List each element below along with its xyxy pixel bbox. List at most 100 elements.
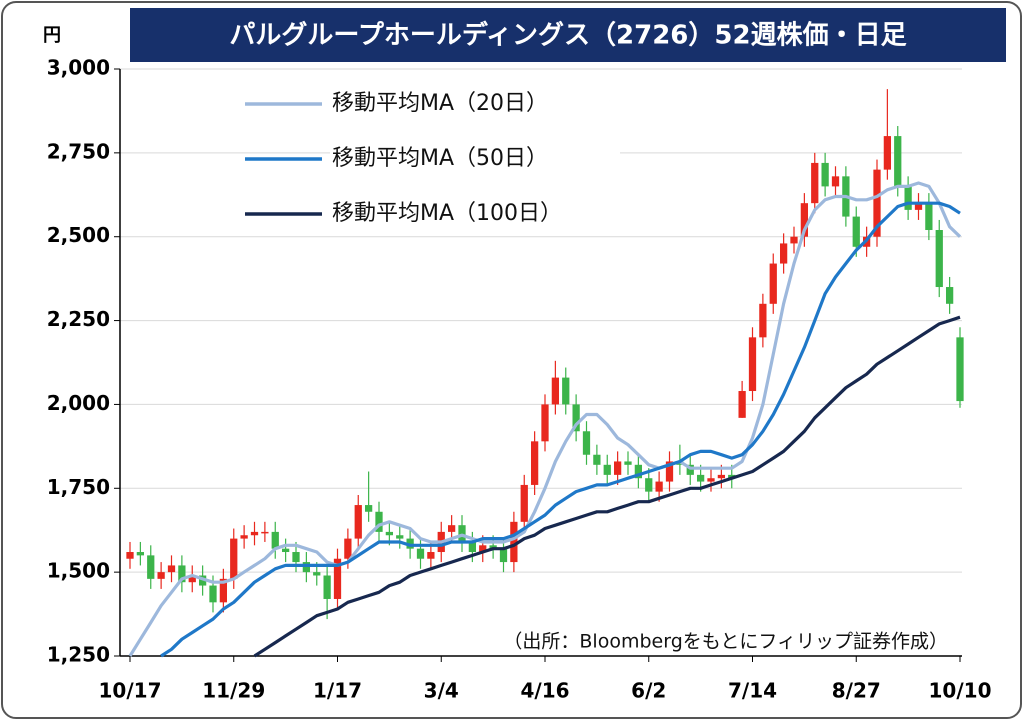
candle-body (883, 136, 892, 170)
candle-body (219, 578, 228, 603)
candle-body (603, 464, 611, 475)
candle-body (562, 377, 570, 405)
candle-body (520, 484, 528, 522)
candle-body (572, 404, 580, 432)
x-tick-label: 7/14 (728, 679, 777, 703)
candle-body (385, 531, 394, 536)
y-tick-label: 2,250 (47, 307, 110, 331)
legend-bg (330, 198, 620, 230)
annotation: （出所：Bloombergをもとにフィリップ証券作成） (503, 631, 948, 653)
candle-body (333, 558, 342, 599)
candle-body (748, 337, 757, 392)
x-tick-label: 1/17 (313, 679, 362, 703)
ma-line (253, 315, 961, 658)
candle-body (945, 287, 954, 304)
x-tick-label: 3/4 (424, 679, 459, 703)
candle-body (759, 303, 767, 338)
candle-body (489, 545, 497, 549)
candle-body (396, 535, 404, 539)
candle-body (634, 464, 643, 479)
x-tick-label: 4/16 (520, 679, 569, 703)
candle-body (281, 548, 290, 553)
candle-body (458, 525, 466, 542)
candle-body (292, 552, 300, 563)
candle-body (655, 481, 663, 492)
candle-body (240, 535, 248, 539)
candle-body (510, 521, 518, 563)
candle-body (427, 552, 435, 559)
candle-body (779, 243, 788, 264)
candle-body (499, 548, 508, 563)
candle-body (375, 511, 383, 532)
y-unit: 円 (43, 25, 61, 46)
candle-body (530, 441, 539, 485)
candle-body (904, 186, 912, 210)
chart-title: パルグループホールディングス（2726）52週株価・日足 (229, 20, 906, 51)
candle-body (479, 545, 487, 553)
candle-body (914, 203, 923, 210)
y-tick-label: 1,750 (47, 475, 110, 499)
candle-body (645, 478, 653, 492)
candle-body (302, 562, 311, 573)
candle-body (935, 230, 943, 288)
x-tick-label: 10/10 (929, 679, 992, 703)
candle-body (925, 203, 933, 231)
legend-bg (330, 143, 620, 175)
x-tick-label: 10/17 (99, 679, 162, 703)
legend-bg (330, 88, 620, 120)
candle-body (873, 169, 881, 237)
candle-body (541, 404, 549, 442)
candle-body (447, 525, 456, 532)
candle-body (188, 575, 196, 583)
x-tick-label: 11/29 (202, 679, 265, 703)
candle-body (167, 565, 176, 573)
candle-body (894, 136, 902, 187)
candle-body (209, 585, 217, 603)
ma-line (128, 181, 962, 657)
candle-body (769, 263, 777, 304)
y-tick-label: 2,000 (47, 391, 110, 415)
candle-body (250, 531, 259, 536)
candle-body (717, 474, 726, 479)
y-tick-label: 1,500 (47, 559, 110, 583)
candle-body (800, 203, 809, 237)
candle-body (178, 565, 186, 583)
candle-body (551, 377, 560, 405)
y-tick-label: 3,000 (47, 56, 110, 80)
candle-body (416, 548, 425, 559)
candle-body (665, 461, 674, 482)
candle-body (593, 454, 601, 465)
candle-body (613, 461, 622, 475)
legend-label: 移動平均MA（50日） (332, 146, 548, 171)
candle-body (364, 505, 373, 512)
candle-body (354, 505, 362, 539)
candle-body (261, 531, 269, 534)
y-tick-label: 1,250 (47, 643, 110, 667)
candle-body (147, 555, 155, 579)
candle-body (707, 478, 715, 482)
ma-line (160, 201, 961, 658)
candle-body (582, 431, 591, 455)
title-box (130, 8, 1006, 62)
candle-body (686, 464, 694, 475)
candle-body (624, 461, 632, 465)
candle-body (956, 337, 964, 402)
candle-body (468, 541, 477, 553)
candle-body (344, 538, 352, 559)
candle-body (852, 216, 860, 247)
legend-label: 移動平均MA（100日） (332, 201, 562, 226)
y-tick-label: 2,750 (47, 139, 110, 163)
candle-body (271, 531, 279, 549)
candle-body (230, 538, 238, 579)
candle-body (126, 552, 134, 559)
x-tick-label: 8/27 (832, 679, 881, 703)
candle-body (157, 572, 165, 579)
candle-body (821, 162, 829, 187)
legend-label: 移動平均MA（20日） (332, 91, 548, 116)
candle-body (831, 176, 840, 187)
candle-body (811, 162, 819, 204)
candle-body (696, 474, 705, 482)
candle-body (738, 391, 746, 418)
